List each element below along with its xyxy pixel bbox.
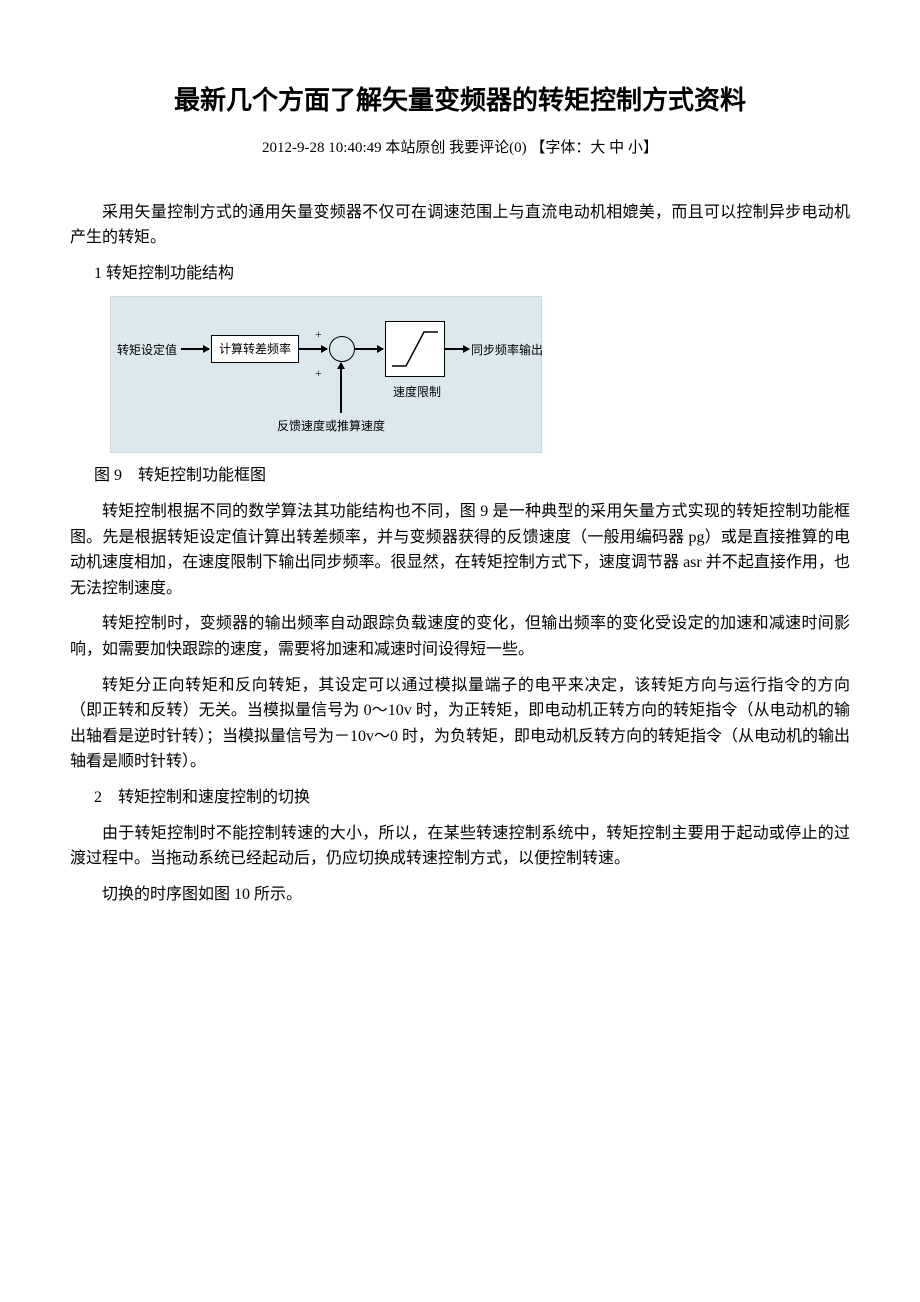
font-large-link[interactable]: 大: [590, 140, 605, 156]
font-close: 】: [643, 140, 658, 156]
arrow-up-icon: [340, 363, 342, 413]
paragraph-2: 转矩控制根据不同的数学算法其功能结构也不同，图 9 是一种典型的采用矢量方式实现…: [70, 499, 850, 601]
arrow-icon: [181, 348, 209, 350]
sum-node-icon: [329, 336, 355, 362]
section-heading-1: 1 转矩控制功能结构: [70, 261, 850, 287]
limiter-icon: [386, 322, 444, 376]
paragraph-3: 转矩控制时，变频器的输出频率自动跟踪负载速度的变化，但输出频率的变化受设定的加速…: [70, 611, 850, 662]
meta-source: 本站原创: [385, 140, 445, 156]
diagram-plus-bottom: +: [315, 364, 322, 383]
figure-9-wrap: 转矩设定值 计算转差频率 + + 同步频率输出: [110, 296, 850, 453]
figure-9-diagram: 转矩设定值 计算转差频率 + + 同步频率输出: [110, 296, 542, 453]
document-page: 最新几个方面了解矢量变频器的转矩控制方式资料 2012-9-28 10:40:4…: [0, 0, 920, 977]
arrow-icon: [355, 348, 383, 350]
font-mid-link[interactable]: 中: [609, 140, 624, 156]
paragraph-5: 由于转矩控制时不能控制转速的大小，所以，在某些转速控制系统中，转矩控制主要用于起…: [70, 821, 850, 872]
comment-link[interactable]: 我要评论(0): [449, 140, 527, 156]
paragraph-4: 转矩分正向转矩和反向转矩，其设定可以通过模拟量端子的电平来决定，该转矩方向与运行…: [70, 673, 850, 775]
diagram-calc-box: 计算转差频率: [211, 335, 299, 363]
diagram-output-label: 同步频率输出: [471, 341, 543, 360]
font-small-link[interactable]: 小: [628, 140, 643, 156]
arrow-icon: [299, 348, 327, 350]
section-heading-2: 2 转矩控制和速度控制的切换: [70, 785, 850, 811]
article-meta: 2012-9-28 10:40:49 本站原创 我要评论(0) 【字体：大 中 …: [70, 136, 850, 160]
diagram-feedback-label: 反馈速度或推算速度: [277, 417, 385, 436]
arrow-icon: [445, 348, 469, 350]
diagram-plus-top: +: [315, 325, 322, 344]
diagram-input-label: 转矩设定值: [117, 341, 177, 360]
figure-9-caption: 图 9 转矩控制功能框图: [70, 463, 850, 489]
diagram-speedlimit-label: 速度限制: [393, 383, 441, 402]
paragraph-intro: 采用矢量控制方式的通用矢量变频器不仅可在调速范围上与直流电动机相媲美，而且可以控…: [70, 200, 850, 251]
font-size-label: 【字体：: [530, 140, 590, 156]
paragraph-6: 切换的时序图如图 10 所示。: [70, 882, 850, 908]
limiter-box: [385, 321, 445, 377]
page-title: 最新几个方面了解矢量变频器的转矩控制方式资料: [70, 80, 850, 122]
meta-datetime: 2012-9-28 10:40:49: [262, 140, 382, 156]
